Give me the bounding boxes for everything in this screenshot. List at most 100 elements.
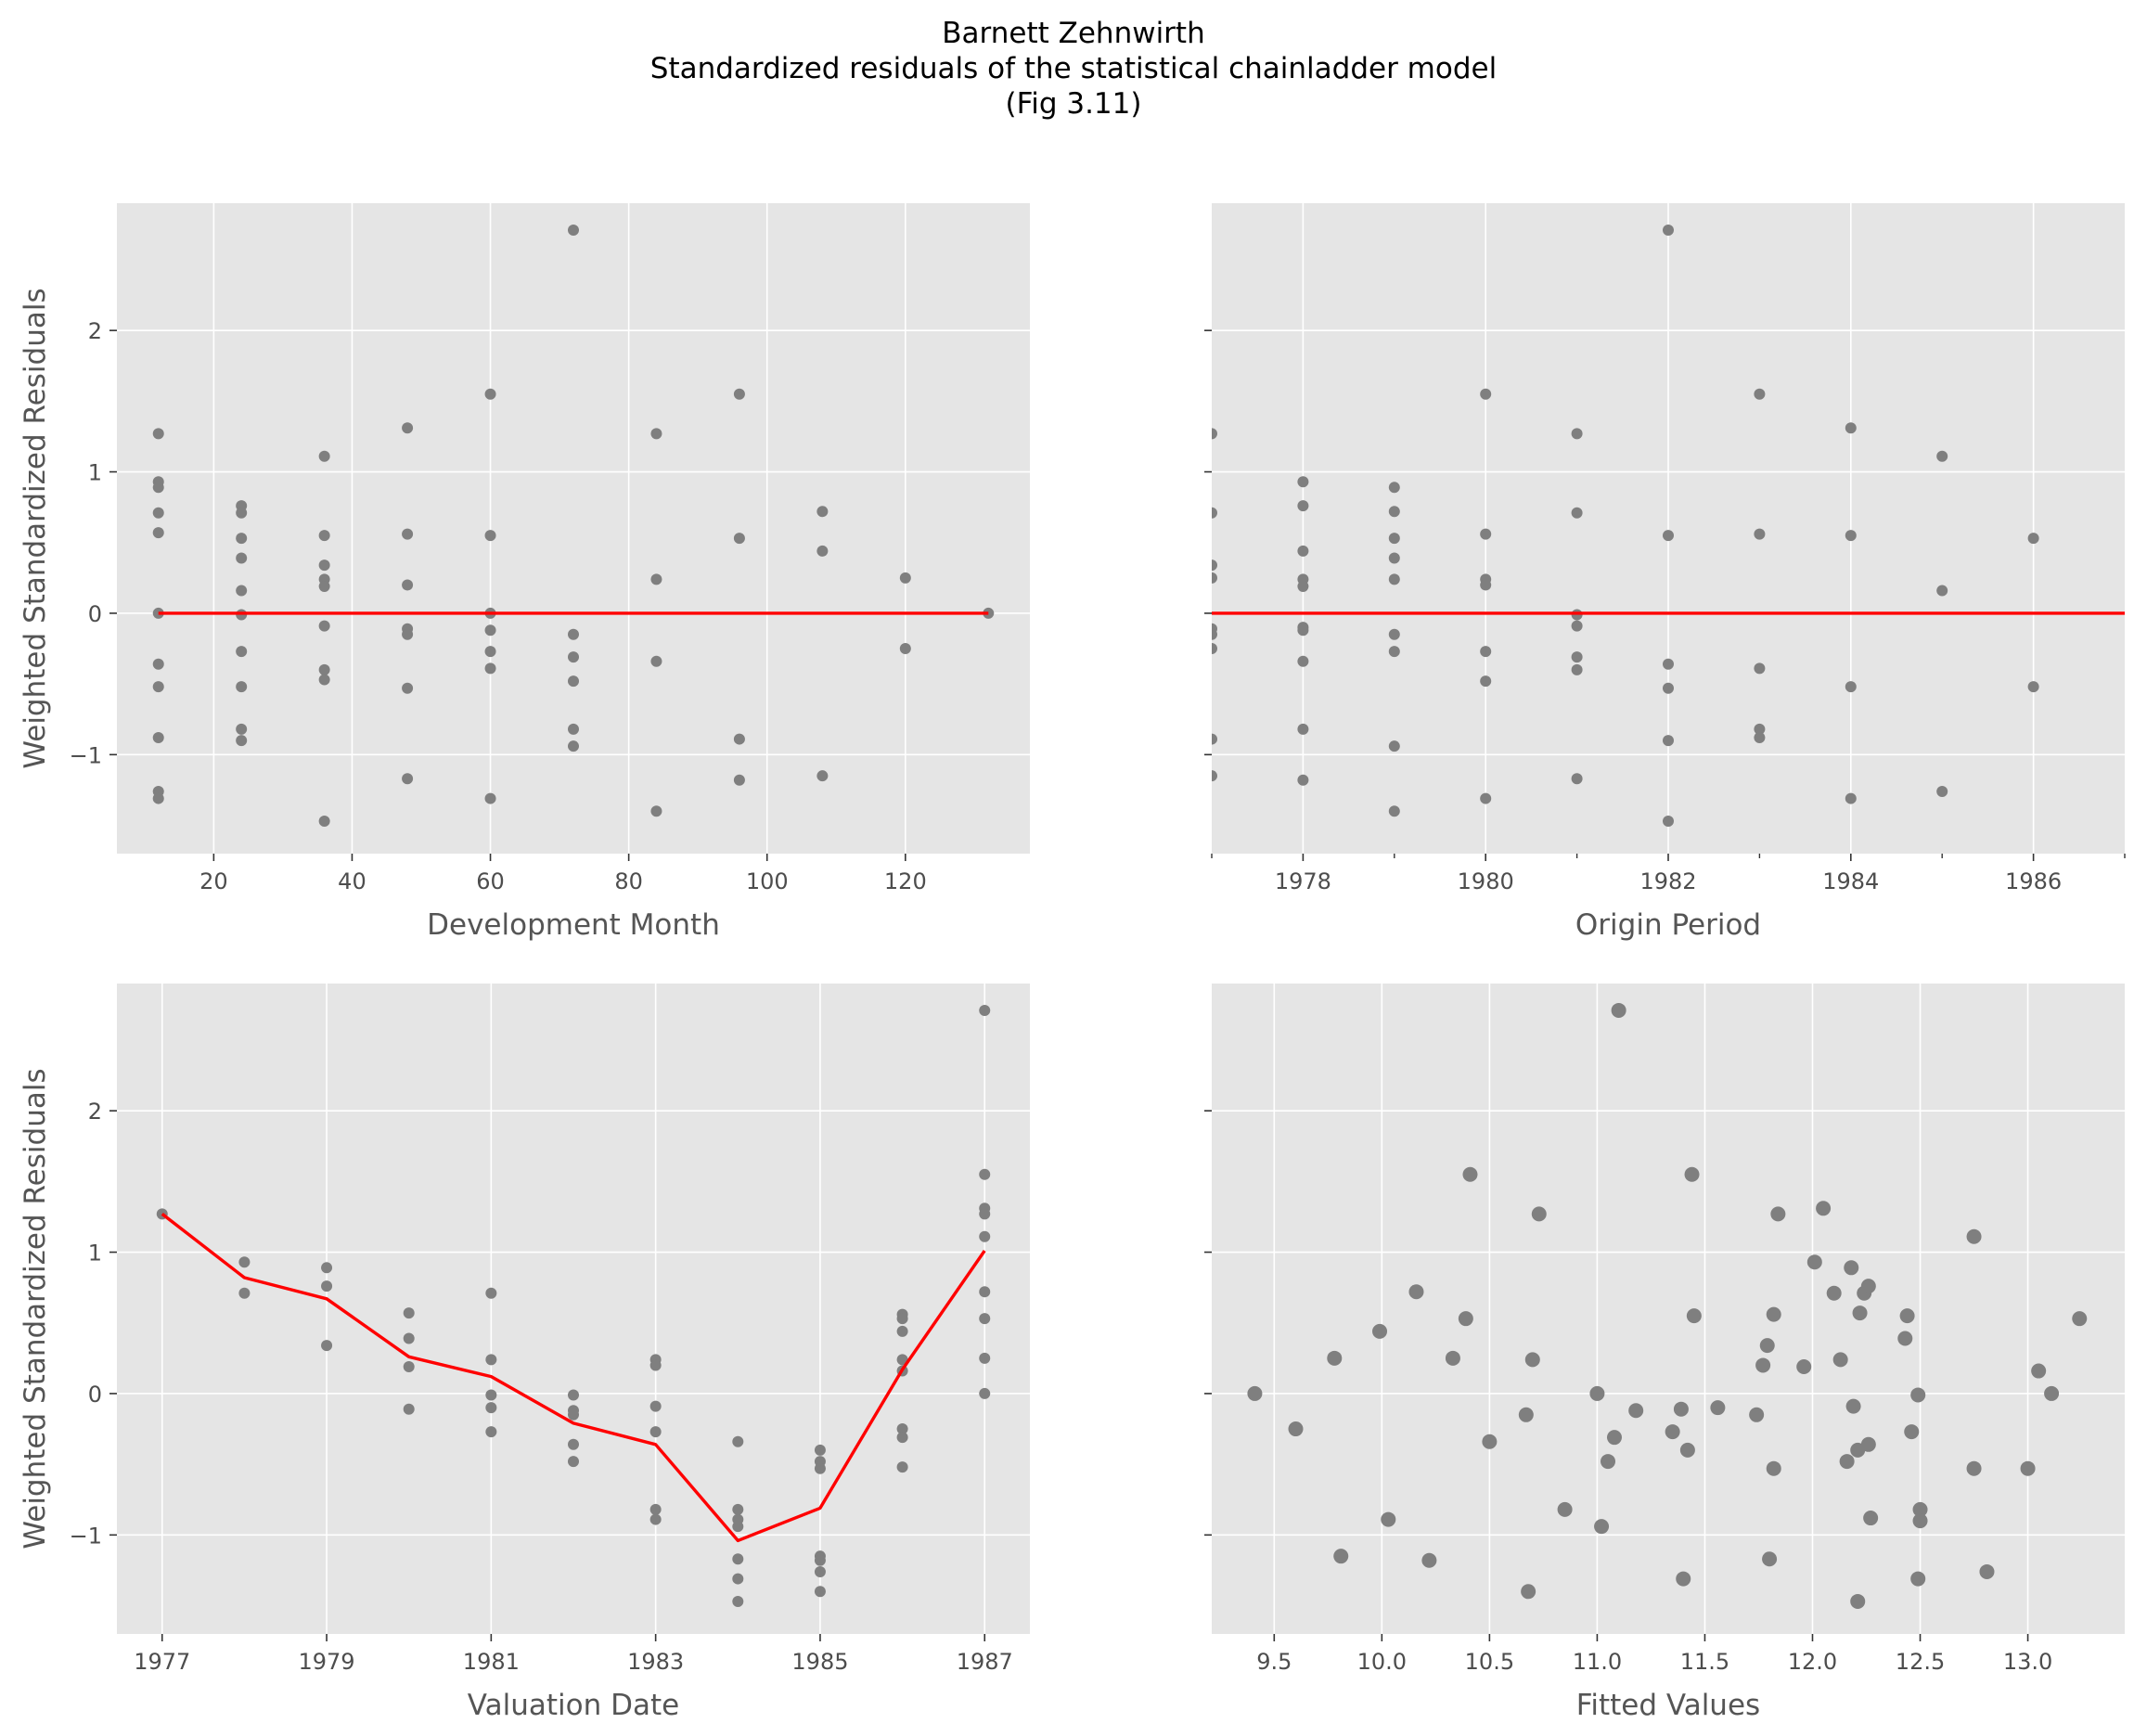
y-tick-label: 2 [88,1099,102,1125]
data-point [1297,500,1309,512]
data-point [1628,1403,1644,1419]
data-point [816,506,829,518]
data-point [236,681,248,693]
data-point [1912,1501,1928,1517]
data-point [1754,723,1766,735]
data-point [1762,1551,1778,1567]
data-point [1594,1519,1610,1535]
data-point [1212,733,1217,745]
data-point [568,723,579,735]
data-point [1676,1571,1691,1587]
data-point [814,1586,826,1598]
x-axis-label: Origin Period [1575,908,1761,942]
data-point [1910,1571,1926,1587]
data-point [1212,643,1217,655]
data-point [1480,792,1492,804]
plot-area [1212,984,2125,1634]
data-point [650,805,662,817]
data-point [732,1595,744,1607]
data-point [733,774,745,786]
x-tick-label: 100 [746,868,789,894]
data-point [236,723,248,735]
data-point [1663,530,1674,542]
data-point [236,735,248,747]
data-point [485,1389,497,1401]
data-point [649,1513,662,1525]
data-point [1845,530,1857,542]
data-point [2020,1460,2036,1476]
x-tick-label: 80 [614,868,643,894]
data-point [402,628,414,640]
data-point [1388,506,1400,518]
data-point [568,224,579,236]
data-point [1333,1549,1349,1564]
data-point [2072,1311,2088,1327]
data-point [1288,1421,1304,1437]
data-point [1679,1442,1695,1458]
x-tick-label: 10.5 [1465,1649,1514,1675]
data-point [1839,1454,1855,1470]
data-point [1571,773,1583,785]
x-axis-label: Valuation Date [468,1689,679,1722]
data-point [979,1230,991,1242]
data-point [1480,388,1492,400]
plot-area [117,984,1030,1634]
data-point [1462,1166,1478,1182]
data-point [814,1444,826,1456]
data-point [814,1462,826,1474]
data-point [1904,1424,1920,1440]
data-point [650,655,662,667]
data-point [238,1256,251,1268]
data-point [1845,1398,1861,1414]
y-axis-label: Weighted Standardized Residuals [19,1068,52,1549]
data-point [1388,628,1400,640]
data-point [152,527,164,539]
data-point [814,1565,826,1577]
data-point [1531,1206,1547,1222]
data-point [1521,1584,1536,1600]
data-point [318,450,330,462]
data-point [650,428,662,440]
data-point [979,1313,991,1325]
data-point [1663,735,1674,747]
data-point [1663,682,1674,694]
data-point [568,1438,579,1450]
data-point [1754,662,1766,675]
data-point [1663,658,1674,670]
panel-top-left: 20 40 60 80 100 120 −1 0 1 2 Development Month Weig… [19,203,1030,942]
y-tick-label: 1 [88,460,102,486]
data-point [896,1325,908,1337]
data-point [1388,805,1400,817]
x-axis-label: Development Month [427,908,720,942]
data-point [649,1400,662,1412]
data-point [1684,1166,1700,1182]
x-tick-label: 1983 [627,1649,684,1675]
data-point [1897,1331,1913,1346]
data-point [1844,1260,1859,1276]
data-point [1910,1387,1926,1403]
data-point [1936,585,1948,597]
data-point [152,482,164,494]
data-point [1754,388,1766,400]
data-point [403,1332,415,1344]
data-point [1663,815,1674,827]
data-point [1297,723,1309,735]
data-point [1297,545,1309,557]
data-point [402,422,414,434]
data-layer [1247,1002,2088,1609]
data-point [899,572,911,584]
data-point [485,1354,497,1366]
data-point [402,579,414,591]
data-point [1754,732,1766,744]
x-tick-label: 1977 [134,1649,190,1675]
data-point [1796,1358,1812,1374]
data-point [1755,1357,1771,1373]
data-point [979,1168,991,1180]
data-point [568,740,579,752]
data-point [1480,528,1492,540]
x-tick-label: 1987 [957,1649,1013,1675]
data-point [732,1503,744,1515]
y-axis-label: Weighted Standardized Residuals [19,288,52,768]
data-point [1557,1501,1573,1517]
data-point [1458,1311,1473,1327]
